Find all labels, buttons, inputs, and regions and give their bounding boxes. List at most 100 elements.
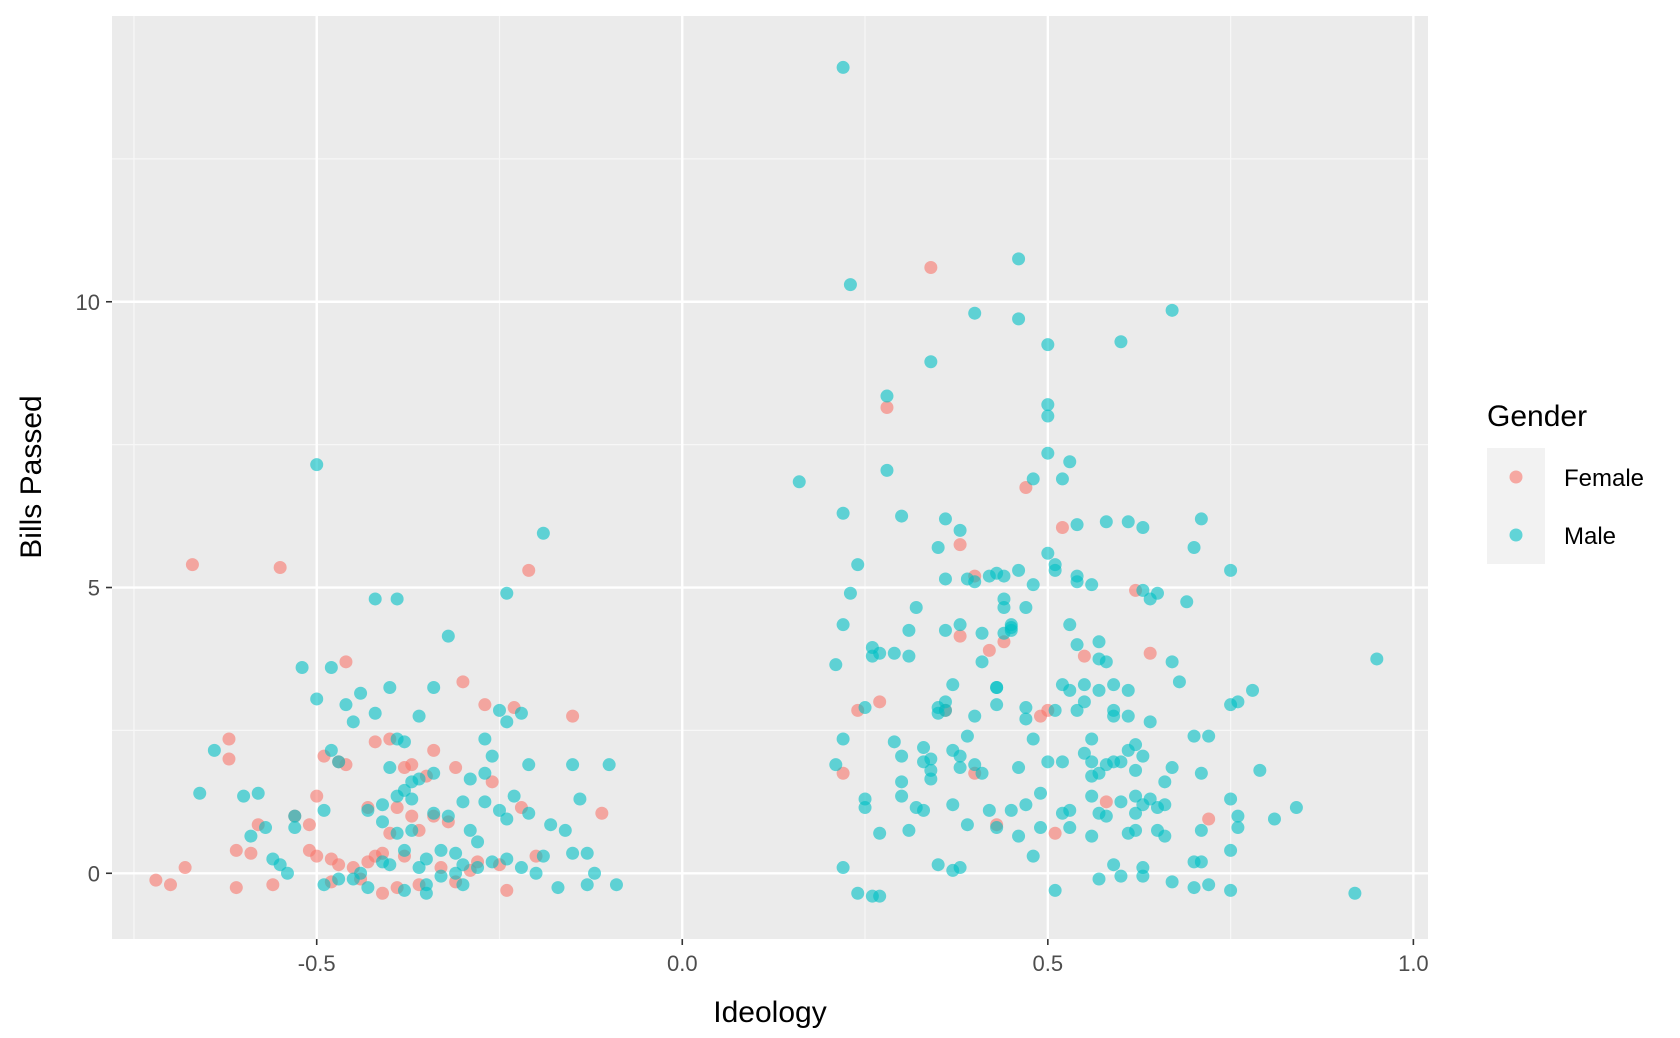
data-point-male [529, 866, 543, 880]
data-point-male [1194, 855, 1208, 869]
data-point-male [558, 823, 572, 837]
data-point-male [909, 601, 923, 615]
data-point-male [1180, 595, 1194, 609]
data-point-male [1048, 883, 1062, 897]
data-point-male [492, 803, 506, 817]
data-points [149, 60, 1384, 903]
data-point-male [1004, 803, 1018, 817]
data-point-male [858, 792, 872, 806]
data-point-male [500, 812, 514, 826]
data-point-male [968, 575, 982, 589]
data-point-male [843, 278, 857, 292]
data-point-male [902, 823, 916, 837]
data-point-male [573, 792, 587, 806]
data-point-male [953, 618, 967, 632]
data-point-male [1070, 518, 1084, 532]
data-point-male [288, 821, 302, 835]
data-point-male [1034, 821, 1048, 835]
minor-gridlines [112, 16, 1428, 939]
data-point-male [405, 823, 419, 837]
data-point-female [339, 655, 353, 669]
data-point-male [1019, 712, 1033, 726]
data-point-male [1150, 586, 1164, 600]
data-point-female [1019, 481, 1033, 495]
data-point-male [361, 803, 375, 817]
data-point-male [1194, 766, 1208, 780]
data-point-female [456, 675, 470, 689]
data-point-male [500, 586, 514, 600]
data-point-female [522, 563, 536, 577]
data-point-male [975, 766, 989, 780]
data-point-male [1114, 795, 1128, 809]
data-point-male [1012, 761, 1026, 775]
data-point-male [1231, 821, 1245, 835]
data-point-male [1114, 755, 1128, 769]
data-point-male [1026, 849, 1040, 863]
data-point-male [836, 732, 850, 746]
data-point-male [1136, 583, 1150, 597]
data-point-male [1224, 883, 1238, 897]
data-point-male [310, 458, 324, 472]
data-point-male [478, 766, 492, 780]
legend: Gender Female Male [1487, 400, 1644, 564]
data-point-male [938, 512, 952, 526]
data-point-male [968, 758, 982, 772]
x-tick-label: -0.5 [298, 951, 336, 976]
data-point-male [368, 592, 382, 606]
data-point-male [873, 646, 887, 660]
data-point-male [354, 866, 368, 880]
data-point-female [427, 743, 441, 757]
data-point-male [887, 735, 901, 749]
data-point-male [1077, 746, 1091, 760]
data-point-male [354, 686, 368, 700]
data-point-male [376, 815, 390, 829]
data-point-male [332, 872, 346, 886]
data-point-female [880, 400, 894, 414]
data-point-male [792, 475, 806, 489]
data-point-male [1165, 875, 1179, 889]
data-point-male [588, 866, 602, 880]
data-point-male [1055, 472, 1069, 486]
data-point-male [895, 789, 909, 803]
data-point-male [851, 558, 865, 572]
data-point-female [273, 561, 287, 575]
data-point-male [1085, 578, 1099, 592]
data-point-male [383, 858, 397, 872]
data-point-male [324, 661, 338, 675]
data-point-male [829, 658, 843, 672]
data-point-female [449, 761, 463, 775]
data-point-female [405, 809, 419, 823]
data-point-male [1114, 869, 1128, 883]
data-point-male [938, 703, 952, 717]
data-point-male [288, 809, 302, 823]
data-point-male [1121, 709, 1135, 723]
data-point-male [1187, 541, 1201, 555]
data-point-female [500, 883, 514, 897]
data-point-male [1187, 729, 1201, 743]
data-point-male [829, 758, 843, 772]
data-point-male [207, 743, 221, 757]
data-point-male [1114, 335, 1128, 349]
data-point-male [427, 766, 441, 780]
data-point-male [1129, 823, 1143, 837]
data-point-male [1092, 766, 1106, 780]
data-point-male [456, 795, 470, 809]
data-point-male [1092, 635, 1106, 649]
data-point-male [485, 749, 499, 763]
data-point-male [1267, 812, 1281, 826]
data-point-male [485, 855, 499, 869]
data-point-female [163, 878, 177, 892]
data-point-male [1085, 789, 1099, 803]
data-point-male [836, 618, 850, 632]
data-point-male [492, 703, 506, 717]
data-point-male [449, 846, 463, 860]
data-point-male [1085, 732, 1099, 746]
data-point-male [1202, 729, 1216, 743]
data-point-male [397, 783, 411, 797]
data-point-male [1231, 695, 1245, 709]
data-point-male [580, 846, 594, 860]
data-point-male [536, 849, 550, 863]
data-point-male [456, 858, 470, 872]
data-point-male [1136, 749, 1150, 763]
